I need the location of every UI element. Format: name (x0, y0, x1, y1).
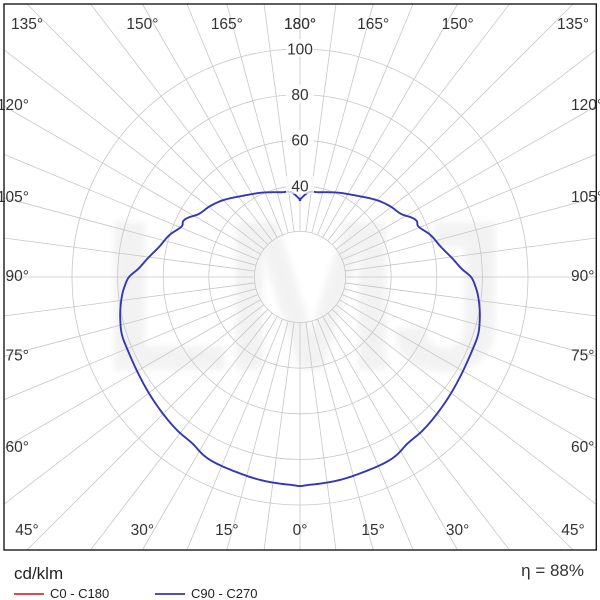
svg-text:100: 100 (287, 42, 313, 59)
svg-text:165°: 165° (357, 16, 389, 33)
svg-text:150°: 150° (126, 16, 158, 33)
svg-text:cd/klm: cd/klm (14, 564, 63, 583)
svg-text:60°: 60° (6, 439, 29, 456)
svg-text:90°: 90° (6, 268, 29, 285)
svg-text:135°: 135° (557, 16, 589, 33)
svg-text:150°: 150° (442, 16, 474, 33)
svg-text:15°: 15° (361, 522, 384, 539)
svg-text:60: 60 (291, 133, 309, 150)
svg-text:90°: 90° (571, 268, 594, 285)
svg-text:30°: 30° (446, 522, 469, 539)
svg-text:60°: 60° (571, 439, 594, 456)
svg-text:45°: 45° (15, 522, 38, 539)
svg-text:40: 40 (291, 178, 309, 195)
svg-text:180°: 180° (284, 16, 316, 33)
svg-text:80: 80 (291, 87, 309, 104)
svg-text:0°: 0° (293, 522, 308, 539)
svg-text:C0 - C180: C0 - C180 (50, 586, 109, 600)
svg-text:15°: 15° (215, 522, 238, 539)
svg-text:C90 - C270: C90 - C270 (191, 586, 257, 600)
svg-text:75°: 75° (571, 347, 594, 364)
svg-text:165°: 165° (211, 16, 243, 33)
svg-text:45°: 45° (561, 522, 584, 539)
svg-text:75°: 75° (6, 347, 29, 364)
svg-text:30°: 30° (131, 522, 154, 539)
svg-text:135°: 135° (11, 16, 43, 33)
svg-text:η = 88%: η = 88% (521, 561, 584, 580)
